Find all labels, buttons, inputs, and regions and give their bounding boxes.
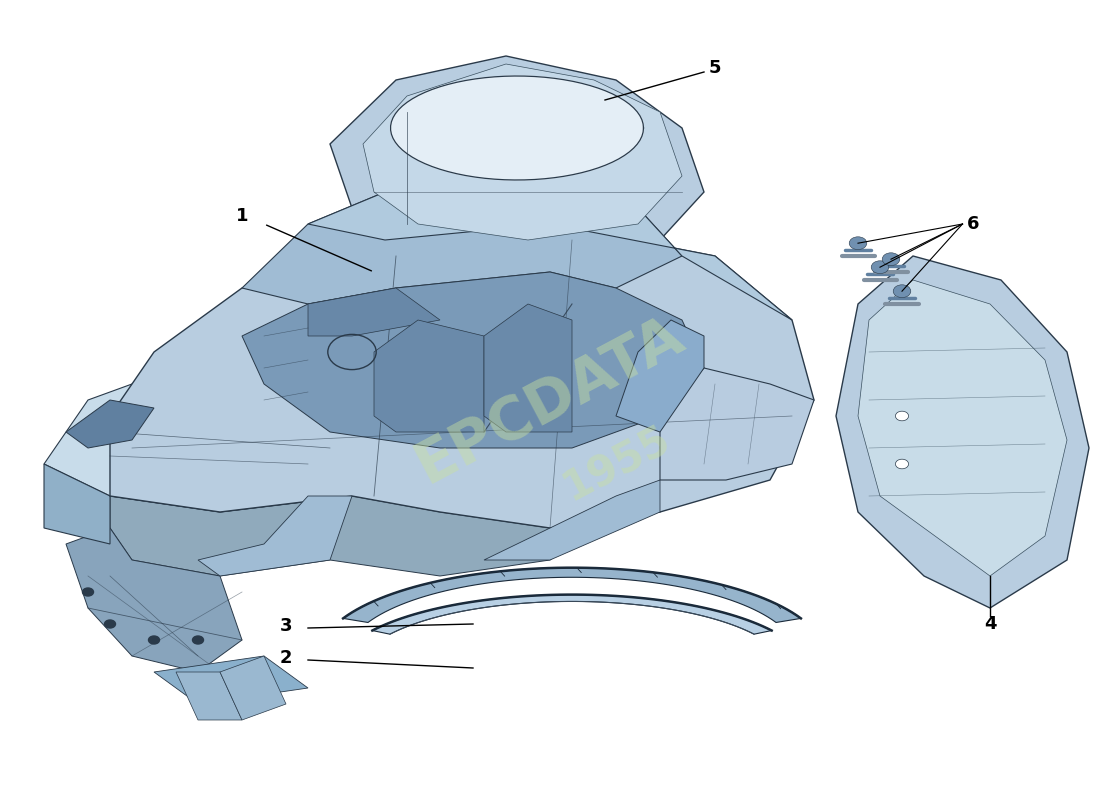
Text: 3: 3 xyxy=(279,618,293,635)
Circle shape xyxy=(849,237,867,250)
Polygon shape xyxy=(110,480,726,576)
Polygon shape xyxy=(363,64,682,240)
Circle shape xyxy=(192,636,204,644)
Polygon shape xyxy=(44,368,396,512)
Polygon shape xyxy=(660,368,814,480)
Circle shape xyxy=(104,620,116,628)
Circle shape xyxy=(895,459,909,469)
Polygon shape xyxy=(176,672,242,720)
Circle shape xyxy=(148,636,159,644)
Polygon shape xyxy=(858,280,1067,576)
Polygon shape xyxy=(330,56,704,264)
Polygon shape xyxy=(44,464,110,544)
Polygon shape xyxy=(484,480,660,560)
Polygon shape xyxy=(154,656,308,704)
Polygon shape xyxy=(374,320,484,432)
Polygon shape xyxy=(198,496,352,576)
Text: 1: 1 xyxy=(235,207,249,225)
Polygon shape xyxy=(242,272,704,448)
Circle shape xyxy=(893,285,911,298)
Polygon shape xyxy=(220,656,286,720)
Polygon shape xyxy=(836,256,1089,608)
Text: 1955: 1955 xyxy=(556,418,676,510)
Circle shape xyxy=(882,253,900,266)
Text: 6: 6 xyxy=(967,215,980,233)
Polygon shape xyxy=(390,76,644,180)
Polygon shape xyxy=(242,176,682,304)
Circle shape xyxy=(871,261,889,274)
Text: 5: 5 xyxy=(708,59,722,77)
Text: 2: 2 xyxy=(279,650,293,667)
Polygon shape xyxy=(66,400,154,448)
Polygon shape xyxy=(372,594,772,634)
Circle shape xyxy=(82,588,94,596)
Text: 4: 4 xyxy=(983,615,997,633)
Circle shape xyxy=(895,411,909,421)
Polygon shape xyxy=(308,176,792,320)
Polygon shape xyxy=(343,568,801,622)
Polygon shape xyxy=(616,320,704,432)
Polygon shape xyxy=(308,288,440,336)
Text: EPCDATA: EPCDATA xyxy=(406,306,694,494)
Polygon shape xyxy=(66,528,242,672)
Polygon shape xyxy=(484,304,572,432)
Polygon shape xyxy=(110,224,814,528)
